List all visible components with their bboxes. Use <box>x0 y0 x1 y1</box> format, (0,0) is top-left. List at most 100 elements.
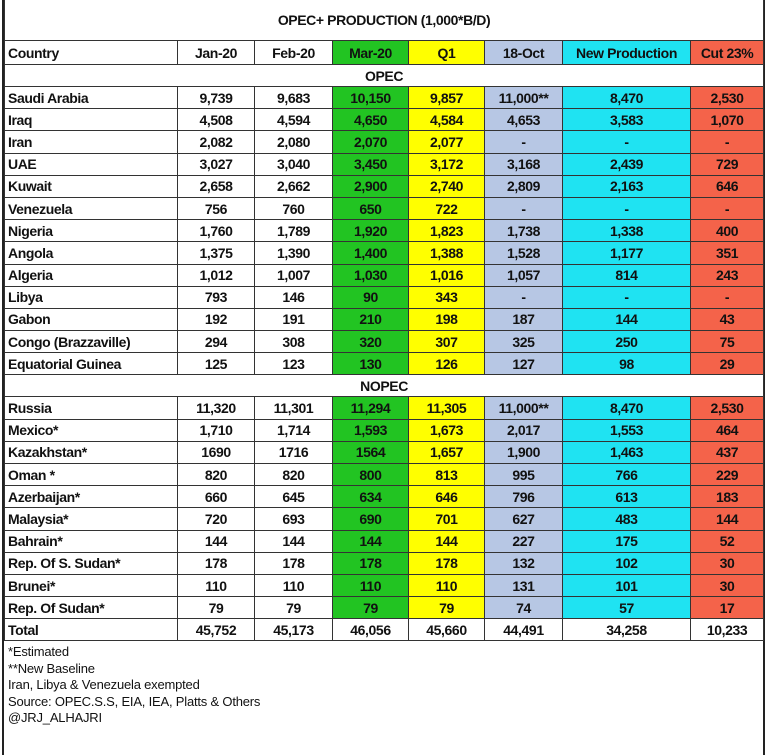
table-row: Saudi Arabia 9,739 9,683 10,150 9,857 11,000*… <box>4 85 765 110</box>
cell-feb-20: 9,683 <box>254 85 333 110</box>
cell-cut-23: 183 <box>689 485 765 509</box>
cell-country: Gabon <box>4 307 178 332</box>
cell-new-production: 613 <box>562 485 691 509</box>
section-header-row: NOPEC <box>3 374 765 398</box>
total-jan-20: 45,752 <box>177 618 255 642</box>
cell-cut-23: 144 <box>689 507 765 531</box>
cell-18-oct: 995 <box>484 462 563 487</box>
cell-cut-23: 30 <box>689 551 765 575</box>
cell-mar-20: 1564 <box>332 440 409 465</box>
table-title: OPEC+ PRODUCTION (1,000*B/D) <box>3 0 765 41</box>
table-row: Kuwait 2,658 2,662 2,900 2,740 2,809 2,163 646 <box>4 174 765 198</box>
cell-jan-20: 294 <box>177 330 255 354</box>
cell-mar-20: 3,450 <box>332 152 409 176</box>
cell-18-oct: 1,057 <box>484 263 563 287</box>
table-row: Iran 2,082 2,080 2,070 2,077- - - <box>4 130 765 154</box>
cell-18-oct: 187 <box>484 307 563 332</box>
cell-q1: 646 <box>408 485 485 509</box>
cell-cut-23: - <box>689 196 765 221</box>
cell-country: Equatorial Guinea <box>4 352 178 376</box>
cell-18-oct: 11,000** <box>484 396 563 420</box>
cell-cut-23: 351 <box>689 241 765 265</box>
cell-feb-20: 178 <box>254 551 333 575</box>
cell-q1: 3,172 <box>408 152 485 176</box>
total-cut-23: 10,233 <box>689 618 765 642</box>
cell-new-production: 8,470 <box>562 396 691 420</box>
cell-18-oct: 11,000** <box>484 85 563 110</box>
cell-cut-23: - <box>689 130 765 154</box>
cell-cut-23: 75 <box>689 330 765 354</box>
cell-country: Azerbaijan* <box>4 485 178 509</box>
cell-q1: 1,673 <box>408 418 485 442</box>
column-header-country: Country <box>4 40 178 65</box>
cell-country: Libya <box>4 285 178 309</box>
cell-cut-23: 229 <box>689 462 765 487</box>
cell-cut-23: 243 <box>689 263 765 287</box>
cell-cut-23: 29 <box>689 352 765 376</box>
cell-q1: 343 <box>408 285 485 309</box>
cell-country: Brunei* <box>4 573 178 598</box>
cell-country: Russia <box>4 396 178 420</box>
cell-jan-20: 11,320 <box>177 396 255 420</box>
cell-new-production: 1,463 <box>562 440 691 465</box>
table-row: Brunei* 110 110 110 110 131 101 30 <box>4 573 765 598</box>
cell-new-production: - <box>562 130 691 154</box>
cell-mar-20: 10,150 <box>332 85 409 110</box>
cell-mar-20: 210 <box>332 307 409 332</box>
cell-18-oct: 1,528 <box>484 241 563 265</box>
cell-cut-23: 729 <box>689 152 765 176</box>
cell-feb-20: 11,301 <box>254 396 333 420</box>
cell-feb-20: 1,714 <box>254 418 333 442</box>
cell-q1: 144 <box>408 529 485 553</box>
cell-new-production: 101 <box>562 573 691 598</box>
cell-18-oct: - <box>484 196 563 221</box>
cell-18-oct: 227 <box>484 529 563 553</box>
cell-cut-23: 52 <box>689 529 765 553</box>
cell-q1: 813 <box>408 462 485 487</box>
cell-mar-20: 4,650 <box>332 108 409 132</box>
cell-q1: 178 <box>408 551 485 575</box>
cell-q1: 9,857 <box>408 85 485 110</box>
total-18-oct: 44,491 <box>484 618 563 642</box>
cell-country: Malaysia* <box>4 507 178 531</box>
cell-cut-23: 1,070 <box>689 108 765 132</box>
cell-feb-20: 308 <box>254 330 333 354</box>
cell-feb-20: 144 <box>254 529 333 553</box>
cell-mar-20: 90 <box>332 285 409 309</box>
cell-feb-20: 110 <box>254 573 333 598</box>
opec-production-table: OPEC+ PRODUCTION (1,000*B/D) Country Jan-… <box>3 0 765 642</box>
footnote-line: Source: OPEC.S.S, EIA, IEA, Platts & Oth… <box>8 693 261 709</box>
cell-q1: 1,016 <box>408 263 485 287</box>
cell-cut-23: 2,530 <box>689 396 765 420</box>
cell-country: Mexico* <box>4 418 178 442</box>
cell-new-production: 766 <box>562 462 691 487</box>
cell-new-production: 483 <box>562 507 691 531</box>
cell-feb-20: 191 <box>254 307 333 332</box>
total-feb-20: 45,173 <box>254 618 333 642</box>
column-header-new-production: New Production <box>562 40 691 65</box>
cell-new-production: - <box>562 285 691 309</box>
cell-new-production: 3,583 <box>562 108 691 132</box>
cell-jan-20: 192 <box>177 307 255 332</box>
cell-mar-20: 320 <box>332 330 409 354</box>
cell-new-production: 102 <box>562 551 691 575</box>
cell-new-production: 2,163 <box>562 174 691 198</box>
column-header-18-oct: 18-Oct <box>484 40 563 65</box>
cell-jan-20: 1,760 <box>177 219 255 243</box>
cell-cut-23: 30 <box>689 573 765 598</box>
cell-feb-20: 1,789 <box>254 219 333 243</box>
total-mar-20: 46,056 <box>332 618 409 642</box>
cell-jan-20: 178 <box>177 551 255 575</box>
table-row: Iraq 4,508 4,594 4,650 4,584 4,653 3,583 1,070 <box>4 108 765 132</box>
cell-new-production: 1,338 <box>562 219 691 243</box>
cell-jan-20: 660 <box>177 485 255 509</box>
cell-feb-20: 1,390 <box>254 241 333 265</box>
cell-18-oct: 3,168 <box>484 152 563 176</box>
cell-mar-20: 690 <box>332 507 409 531</box>
cell-country: Rep. Of Sudan* <box>4 596 178 620</box>
cell-new-production: 175 <box>562 529 691 553</box>
footnote-line: **New Baseline <box>8 660 95 676</box>
cell-18-oct: 627 <box>484 507 563 531</box>
table-row: Bahrain* 144 144 144 144 227 175 52 <box>4 529 765 553</box>
